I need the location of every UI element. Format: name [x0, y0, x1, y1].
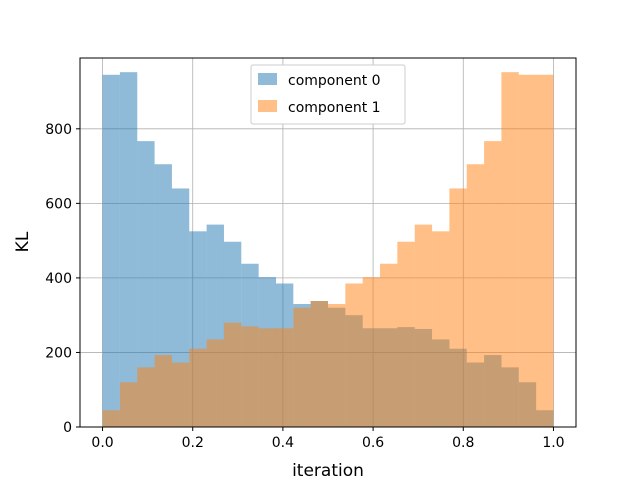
bar-component-1: [206, 339, 224, 427]
bar-component-1: [223, 322, 242, 427]
plot-frame: [79, 57, 577, 428]
legend: component 0 component 1: [250, 64, 406, 125]
bar-component-1: [275, 328, 294, 427]
y-tick-label: 400: [45, 271, 72, 287]
bar-component-0: [137, 141, 155, 428]
bar-component-1: [466, 164, 485, 427]
bar-component-1: [189, 348, 207, 427]
bar-component-1: [432, 231, 450, 427]
x-axis-label: iteration: [292, 461, 364, 480]
bar-component-1: [414, 224, 433, 427]
x-axis-ticks: 0.0 0.2 0.4 0.6 0.8 1.0: [91, 427, 565, 451]
x-tick-label: 0.8: [452, 435, 474, 451]
x-tick-label: 0.6: [362, 435, 384, 451]
legend-box: [250, 64, 406, 125]
bar-component-1: [241, 326, 259, 427]
bar-component-1: [154, 355, 172, 427]
bar-component-1: [328, 304, 346, 427]
bar-component-1: [171, 362, 190, 427]
bar-component-1: [258, 328, 277, 427]
legend-label-component-0: component 0: [288, 73, 381, 89]
y-tick-label: 800: [45, 122, 72, 138]
bar-component-1: [501, 72, 519, 427]
bar-component-1: [102, 410, 120, 427]
bar-component-1: [536, 74, 554, 427]
bar-component-1: [137, 367, 155, 427]
bar-component-1: [362, 277, 381, 427]
bar-component-1: [293, 307, 311, 427]
y-axis-ticks: 0 200 400 600 800: [45, 122, 80, 436]
bar-component-1: [119, 382, 138, 427]
bar-component-1: [518, 74, 537, 427]
bar-component-0: [102, 74, 120, 427]
bar-component-1: [484, 141, 502, 428]
x-tick-label: 0.0: [91, 435, 113, 451]
x-tick-label: 0.4: [272, 435, 294, 451]
series-component-1-bars: [102, 72, 554, 428]
legend-label-component-1: component 1: [288, 100, 381, 116]
bar-component-0: [119, 72, 138, 427]
bar-component-1: [380, 263, 398, 427]
y-tick-label: 600: [45, 196, 72, 212]
y-tick-label: 200: [45, 345, 72, 361]
y-axis-label: KL: [13, 231, 33, 252]
bar-component-1: [449, 188, 467, 427]
bar-component-1: [397, 241, 415, 427]
y-tick-label: 0: [63, 420, 72, 436]
bar-component-1: [310, 301, 328, 427]
legend-swatch-component-0: [258, 73, 277, 85]
bar-component-1: [345, 283, 363, 427]
legend-swatch-component-1: [258, 100, 277, 112]
x-tick-label: 0.2: [182, 435, 204, 451]
x-tick-label: 1.0: [542, 435, 564, 451]
